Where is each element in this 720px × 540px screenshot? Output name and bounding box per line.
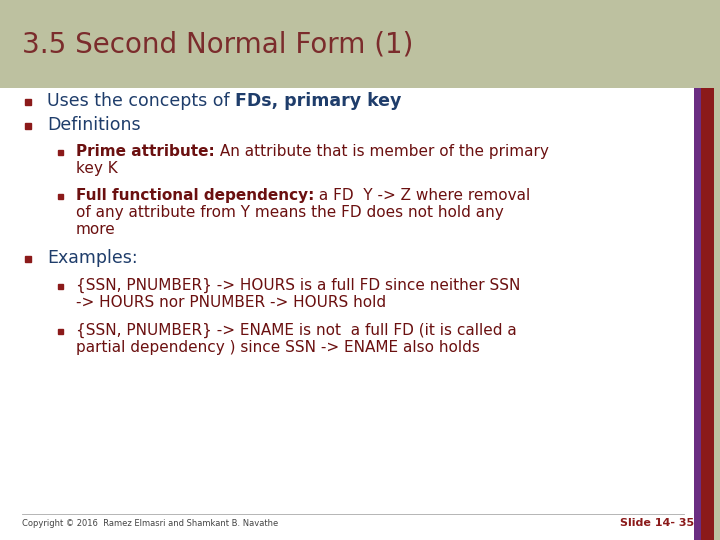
FancyBboxPatch shape [0,0,720,88]
FancyBboxPatch shape [0,88,694,540]
Bar [58,284,63,288]
Text: FDs, primary key: FDs, primary key [235,92,402,110]
Text: Uses the concepts of: Uses the concepts of [47,92,235,110]
Text: key K: key K [76,161,118,176]
Text: partial dependency ) since SSN -> ENAME also holds: partial dependency ) since SSN -> ENAME … [76,340,480,355]
Text: Copyright © 2016  Ramez Elmasri and Shamkant B. Navathe: Copyright © 2016 Ramez Elmasri and Shamk… [22,519,278,528]
FancyBboxPatch shape [694,88,720,540]
Text: {SSN, PNUMBER} -> ENAME is not  a full FD (it is called a: {SSN, PNUMBER} -> ENAME is not a full FD… [76,323,517,338]
Text: Full functional dependency:: Full functional dependency: [76,188,315,203]
Text: more: more [76,222,116,237]
Text: Slide 14- 35: Slide 14- 35 [620,518,694,528]
Bar [58,150,63,154]
Text: -> HOURS nor PNUMBER -> HOURS hold: -> HOURS nor PNUMBER -> HOURS hold [76,295,386,310]
Bar [58,193,63,199]
Text: 3.5 Second Normal Form (1): 3.5 Second Normal Form (1) [22,30,413,58]
FancyBboxPatch shape [701,88,714,540]
Text: {SSN, PNUMBER} -> HOURS is a full FD since neither SSN: {SSN, PNUMBER} -> HOURS is a full FD sin… [76,278,521,293]
Text: a FD  Y -> Z where removal: a FD Y -> Z where removal [315,188,531,203]
Bar [25,99,31,105]
FancyBboxPatch shape [694,88,701,540]
Text: An attribute that is member of the primary: An attribute that is member of the prima… [215,144,549,159]
Bar [58,328,63,334]
Bar [25,256,31,262]
Text: of any attribute from Y means the FD does not hold any: of any attribute from Y means the FD doe… [76,205,504,220]
Text: Definitions: Definitions [47,116,140,134]
Text: Examples:: Examples: [47,249,138,267]
Text: Prime attribute:: Prime attribute: [76,144,215,159]
Bar [25,123,31,129]
